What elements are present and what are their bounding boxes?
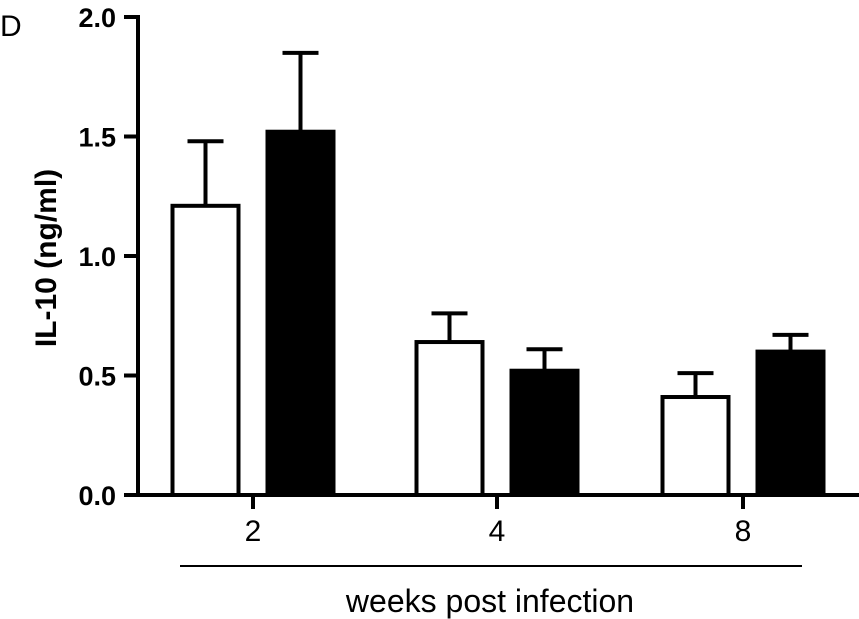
bar-2-4 (509, 368, 580, 497)
bar-1-4 (414, 340, 485, 498)
y-tick-labels: 0.0 0.5 1.0 1.5 2.0 (78, 3, 116, 511)
bars (170, 50, 826, 498)
x-tick-label: 4 (489, 515, 506, 548)
x-tick-label: 8 (735, 515, 752, 548)
y-axis-label: IL-10 (ng/ml) (30, 169, 63, 347)
y-tick-label: 1.0 (78, 242, 116, 272)
axes (124, 15, 859, 509)
y-tick-label: 1.5 (78, 123, 116, 153)
y-tick-label: 0.0 (78, 481, 116, 511)
bar-1-2 (170, 203, 241, 497)
y-tick-label: 0.5 (78, 362, 116, 392)
x-axis-label: weeks post infection (345, 583, 634, 619)
x-tick-label: 2 (245, 515, 262, 548)
y-tick-label: 2.0 (78, 3, 116, 33)
bar-2-2 (265, 129, 336, 497)
panel-letter: D (0, 10, 22, 43)
bar-2-8 (755, 349, 826, 497)
bar-1-8 (660, 395, 731, 498)
x-tick-labels: 2 4 8 (245, 515, 752, 548)
